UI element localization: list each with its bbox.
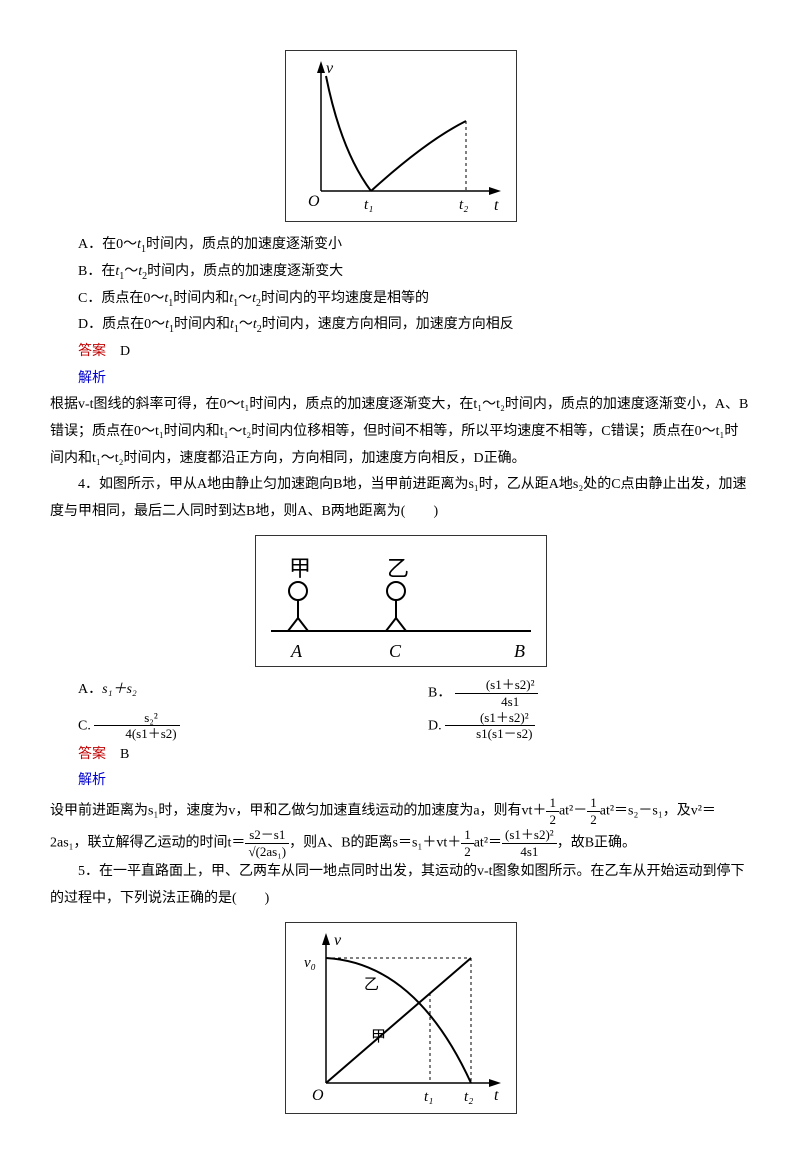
q3-optC-mid2: ～ (238, 291, 252, 306)
q3-ans-label: 答案 (78, 344, 106, 359)
q3-optA-tail: 时间内，质点的加速度逐渐变小 (146, 237, 342, 252)
q3-optC-text: C．质点在0～ (78, 291, 164, 306)
q4-optC: C. s₂²4(s1＋s2) (50, 710, 400, 742)
vt-graph-1 (286, 51, 516, 221)
q4-optA-label: A． (78, 682, 102, 697)
q4-exp6: ，故B正确。 (557, 835, 636, 850)
q4-options-row2: C. s₂²4(s1＋s2) D. (s1＋s2)²s1(s1－s2) (50, 710, 750, 742)
q4-optD: D. (s1＋s2)²s1(s1－s2) (400, 710, 750, 742)
q4-optA: A．s₁＋s₂ (50, 677, 400, 709)
q4-exp4: ，则A、B的距离s＝s₁＋vt＋ (289, 835, 461, 850)
t2-label: t₂ (459, 191, 468, 220)
q5-stem: 5．在一平直路面上，甲、乙两车从同一地点同时出发，其运动的v-t图象如图所示。在… (50, 859, 750, 912)
q4-optC-label: C. (78, 718, 91, 733)
q4-optD-label: D. (428, 718, 442, 733)
label-A: A (291, 634, 302, 668)
q4-ans: B (120, 747, 129, 762)
q3-optD-mid: 时间内和 (174, 317, 230, 332)
q3-optD-mid2: ～ (239, 317, 253, 332)
q4-exp-label-text: 解析 (78, 773, 106, 788)
label-C: C (389, 634, 401, 668)
q4-optB-label: B． (428, 686, 451, 701)
axis-t-label-2: t (494, 1081, 498, 1111)
q4-optA-text: s₁＋s₂ (102, 682, 137, 697)
t1-label: t₁ (364, 191, 373, 220)
q3-optD-text: D．质点在0～ (78, 317, 165, 332)
q3-optC-tail: 时间内的平均速度是相等的 (261, 291, 429, 306)
axis-v-label: v (326, 54, 333, 84)
t2-label-2: t₂ (464, 1083, 473, 1112)
q3-explanation: 根据v-t图线的斜率可得，在0～t₁时间内，质点的加速度逐渐变大，在t₁～t₂时… (50, 392, 750, 472)
q3-optC-mid: 时间内和 (173, 291, 229, 306)
label-jia: 甲 (289, 548, 311, 590)
q3-exp-label-text: 解析 (78, 371, 106, 386)
yi-label: 乙 (364, 971, 379, 1000)
q4-optD-num: (s1＋s2)² (445, 710, 535, 727)
label-yi: 乙 (387, 548, 409, 590)
label-B: B (514, 634, 525, 668)
q4-explanation: 设甲前进距离为s₁时，速度为v，甲和乙做匀加速直线运动的加速度为a，则有vt＋1… (50, 795, 750, 859)
q4-answer: 答案 B (50, 742, 750, 769)
v0-label: v₀ (304, 949, 316, 978)
axis-origin: O (308, 187, 320, 217)
q3-optB: B．在t1～t2时间内，质点的加速度逐渐变大 (50, 259, 750, 286)
q4-exp-label: 解析 (50, 768, 750, 795)
q4-exp5: at²＝ (474, 835, 502, 850)
q4-ans-label: 答案 (78, 747, 106, 762)
q3-optD-tail: 时间内，速度方向相同，加速度方向相反 (262, 317, 514, 332)
q3-optB-text: B．在 (78, 264, 115, 279)
axis-v-label-2: v (334, 926, 341, 956)
q4-optC-den: 4(s1＋s2) (94, 726, 179, 742)
q4-optD-den: s1(s1－s2) (445, 726, 535, 742)
q3-answer: 答案 D (50, 339, 750, 366)
figure-2: 甲 乙 A C B (255, 535, 545, 667)
q3-ans: D (120, 344, 130, 359)
q3-optB-tail: 时间内，质点的加速度逐渐变大 (147, 264, 343, 279)
q4-exp2: at²－ (559, 803, 587, 818)
q4-optB-den: 4s1 (455, 694, 538, 710)
figure-1: v O t₁ t₂ t (285, 50, 515, 222)
q3-optD: D．质点在0～t1时间内和t1～t2时间内，速度方向相同，加速度方向相反 (50, 312, 750, 339)
q3-optA: A．在0～t1时间内，质点的加速度逐渐变小 (50, 232, 750, 259)
q4-options-row1: A．s₁＋s₂ B． (s1＋s2)²4s1 (50, 677, 750, 709)
q3-optC: C．质点在0～t1时间内和t1～t2时间内的平均速度是相等的 (50, 286, 750, 313)
jia-label: 甲 (371, 1023, 386, 1052)
axis-origin-2: O (312, 1081, 324, 1111)
t1-label-2: t₁ (424, 1083, 433, 1112)
q3-optB-mid: ～ (124, 264, 138, 279)
q4-optC-num: s₂² (94, 710, 179, 727)
q3-optA-text: A．在0～ (78, 237, 137, 252)
q4-optB-num: (s1＋s2)² (455, 677, 538, 694)
q4-exp1: 设甲前进距离为s₁时，速度为v，甲和乙做匀加速直线运动的加速度为a，则有vt＋ (50, 803, 546, 818)
q4-optB: B． (s1＋s2)²4s1 (400, 677, 750, 709)
figure-3: v v₀ 乙 甲 O t₁ t₂ t (285, 922, 515, 1114)
q4-stem: 4．如图所示，甲从A地由静止匀加速跑向B地，当甲前进距离为s₁时，乙从距A地s₂… (50, 472, 750, 525)
q3-exp-label: 解析 (50, 366, 750, 393)
axis-t-label: t (494, 191, 498, 221)
